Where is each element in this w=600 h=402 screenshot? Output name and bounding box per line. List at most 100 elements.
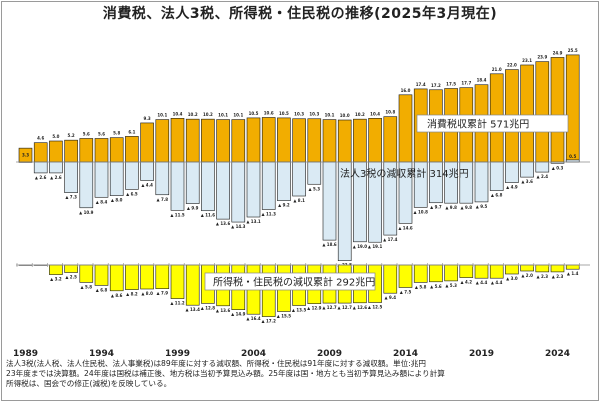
corporate-label-2000: ▲ 9.9	[187, 206, 199, 211]
corporate-label-1994: ▲ 8.4	[96, 199, 108, 204]
income-label-2004: ▲ 16.4	[246, 316, 261, 321]
corporate-label-2019: ▲ 9.5	[476, 204, 488, 209]
income-label-2005: ▲ 17.2	[262, 319, 277, 324]
corporate-label-2012: ▲ 19.1	[368, 244, 383, 249]
consumption-bar-2023	[535, 61, 550, 163]
corporate-label-2003: ▲ 14.3	[231, 224, 246, 229]
footnotes: 法人3税(法人税、法人住民税、法人事業税)は89年度に対する減収額、所得税・住民…	[6, 359, 594, 390]
income-bar-2023	[535, 264, 550, 273]
consumption-bar-1997	[140, 122, 154, 163]
year-tick-2009: 2009	[317, 349, 342, 359]
consumption-bar-2001	[201, 118, 215, 163]
consumption-label-2002: 10.1	[218, 113, 228, 118]
corporate-bar-2009	[322, 161, 337, 241]
corporate-bar-1997	[140, 161, 154, 181]
corporate-label-2024: ▲ 0.3	[552, 165, 564, 170]
year-tick-2014: 2014	[393, 349, 418, 359]
income-label-2009: ▲ 12.7	[322, 305, 337, 310]
income-bar-2024	[550, 264, 565, 273]
income-bar-1996	[125, 264, 139, 290]
corporate-bar-1994	[94, 161, 109, 198]
consumption-bar-2009	[322, 119, 337, 163]
income-label-2023: ▲ 2.3	[537, 274, 549, 279]
income-label-2001: ▲ 12.8	[201, 305, 216, 310]
corporate-bar-2004	[246, 161, 261, 218]
consumption-label-1997: 9.3	[144, 116, 151, 121]
consumption-label-2019: 18.4	[477, 78, 487, 83]
corporate-bar-2019	[474, 161, 489, 203]
income-bar-1993	[79, 264, 94, 283]
consumption-bar-2012	[368, 118, 382, 163]
consumption-bar-1995	[109, 137, 124, 163]
corporate-bar-1991	[49, 161, 63, 174]
corporate-bar-1996	[125, 161, 139, 190]
income-label-2002: ▲ 13.6	[216, 308, 231, 313]
consumption-label-2013: 10.8	[385, 110, 395, 115]
consumption-bar-1990	[33, 142, 48, 163]
consumption-bar-1998	[155, 119, 170, 163]
income-bar-2016	[429, 264, 443, 283]
income-label-2015: ▲ 5.8	[415, 284, 427, 289]
income-label-2018: ▲ 4.2	[461, 280, 473, 285]
consumption-label-1992: 5.2	[68, 133, 75, 138]
income-bar-1999	[170, 264, 185, 299]
corporate-label-2021: ▲ 4.9	[506, 185, 518, 190]
x-axis: 1989 1994 1999 2004 2009 2014 2019 2024	[13, 349, 570, 359]
year-tick-2019: 2019	[469, 349, 494, 359]
corporate-label-2011: ▲ 19.0	[353, 244, 368, 249]
consumption-label-1994: 5.6	[98, 131, 105, 136]
corporate-bar-1990	[33, 161, 48, 174]
corporate-label-1993: ▲ 10.9	[79, 210, 94, 215]
consumption-label-1999: 10.4	[173, 111, 183, 116]
corporate-label-2022: ▲ 3.6	[521, 179, 533, 184]
corporate-bar-2007	[292, 161, 306, 197]
consumption-label-2023: 23.9	[537, 55, 547, 60]
income-label-1993: ▲ 5.8	[81, 284, 93, 289]
consumption-bar-2014	[398, 94, 413, 163]
corporate-label-2017: ▲ 9.8	[445, 205, 457, 210]
year-tick-2004: 2004	[241, 349, 266, 359]
corporate-label-2008: ▲ 5.3	[309, 186, 321, 191]
year-tick-1989: 1989	[13, 349, 38, 359]
income-total-label: 所得税・住民税の減収累計 292兆円	[213, 276, 375, 289]
consumption-bar-2011	[353, 118, 367, 163]
consumption-label-2022: 23.1	[522, 58, 532, 63]
consumption-bar-2005	[261, 117, 276, 163]
consumption-total-label: 消費税収累計 571兆円	[427, 118, 529, 131]
corporate-bar-2023	[535, 161, 550, 173]
corporate-bar-2006	[277, 161, 291, 201]
consumption-bar-2024	[550, 57, 565, 163]
corporate-label-2016: ▲ 9.7	[430, 205, 442, 210]
consumption-bar-2007	[292, 118, 306, 163]
consumption-label-1993: 5.6	[83, 131, 90, 136]
consumption-label-2011: 10.2	[355, 112, 365, 117]
income-label-2020: ▲ 4.4	[491, 280, 503, 285]
consumption-label-2025: 25.5	[568, 48, 578, 53]
consumption-label-2008: 10.3	[309, 112, 319, 117]
income-label-2000: ▲ 13.4	[186, 307, 201, 312]
income-label-1999: ▲ 11.2	[170, 301, 185, 306]
corporate-label-1990: ▲ 2.6	[35, 175, 47, 180]
income-bar-2018	[459, 264, 474, 278]
consumption-label-2017: 17.5	[446, 82, 456, 87]
income-bar-2013	[383, 264, 398, 294]
corporate-bar-2021	[505, 161, 519, 183]
corporate-label-2014: ▲ 14.6	[398, 225, 413, 230]
consumption-bar-2010	[337, 119, 352, 163]
corporate-label-1997: ▲ 4.4	[141, 182, 153, 187]
footnote-2: 23年度までは決算額。24年度は国税は補正後、地方税は当初予算見込み額。25年度…	[6, 369, 445, 379]
consumption-label-2001: 10.2	[203, 112, 213, 117]
consumption-label-1998: 10.1	[157, 113, 167, 118]
corporate-bar-2000	[185, 161, 200, 204]
income-bar-2014	[398, 264, 413, 288]
income-bar-1997	[140, 264, 154, 290]
income-label-1996: ▲ 8.2	[126, 292, 138, 297]
income-label-2011: ▲ 12.6	[353, 305, 368, 310]
consumption-label-2016: 17.2	[431, 83, 441, 88]
chart-title: 消費税、法人3税、所得税・住民税の推移(2025年3月現在)	[102, 6, 498, 22]
income-bar-2020	[489, 264, 504, 279]
consumption-label-2003: 10.1	[233, 113, 243, 118]
corporate-label-2013: ▲ 17.4	[383, 237, 398, 242]
